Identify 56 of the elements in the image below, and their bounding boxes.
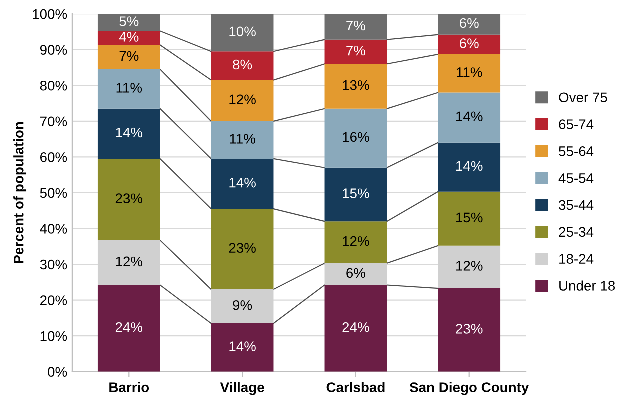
data-label: 6%: [346, 268, 366, 278]
data-label: 9%: [233, 300, 252, 310]
legend-label: 65-74: [559, 120, 594, 130]
data-label: 14%: [116, 128, 143, 138]
data-label: 10%: [230, 26, 256, 37]
data-label: 23%: [456, 324, 483, 334]
data-label: 14%: [456, 161, 483, 172]
data-label: 14%: [456, 112, 483, 122]
data-label: 4%: [119, 32, 139, 42]
data-label: 5%: [120, 16, 139, 26]
data-label: 23%: [116, 194, 143, 204]
legend-label: 25-34: [559, 227, 594, 238]
data-label: 13%: [343, 80, 370, 90]
y-tick-label: 90%: [40, 45, 68, 56]
data-label: 11%: [457, 68, 482, 78]
data-label: 11%: [116, 83, 142, 93]
data-label: 16%: [343, 132, 370, 142]
data-label: 8%: [233, 60, 252, 70]
data-label: 6%: [460, 38, 479, 48]
x-tick-label: Village: [220, 382, 264, 396]
y-tick-label: 10%: [40, 331, 68, 342]
data-label: 12%: [230, 94, 256, 105]
data-label: 14%: [230, 178, 256, 188]
y-tick-label: 70%: [40, 116, 68, 127]
legend-label: 55-64: [559, 146, 594, 156]
y-axis-title: Percent of population: [14, 122, 27, 264]
data-label: 15%: [456, 212, 483, 223]
legend-label: 45-54: [558, 174, 594, 184]
data-label: 7%: [346, 20, 366, 31]
data-label: 15%: [343, 188, 370, 198]
y-tick-label: 0%: [48, 367, 68, 378]
legend-label: Under 18: [560, 280, 616, 291]
data-label: 12%: [456, 261, 483, 271]
data-label: 24%: [116, 322, 143, 332]
legend-label: 35-44: [559, 200, 594, 210]
x-tick-label: San Diego County: [410, 382, 530, 396]
data-label: 6%: [460, 18, 479, 28]
y-tick-label: 80%: [40, 80, 68, 91]
data-label: 12%: [343, 236, 370, 246]
legend-label: 18-24: [560, 254, 594, 264]
data-label: 7%: [120, 51, 139, 62]
y-tick-label: 30%: [40, 260, 68, 270]
data-label: 7%: [346, 46, 366, 56]
y-tick-label: 100%: [33, 9, 68, 20]
data-label: 11%: [230, 134, 256, 144]
x-tick-label: Barrio: [110, 382, 150, 392]
y-tick-label: 40%: [40, 224, 68, 234]
legend-label: Over 75: [559, 92, 608, 103]
y-tick-label: 50%: [40, 188, 68, 198]
y-tick-label: 20%: [40, 296, 68, 306]
x-tick-label: Carlsbad: [326, 382, 385, 392]
data-label: 24%: [342, 322, 370, 332]
data-label: 12%: [116, 256, 143, 267]
data-label: 14%: [230, 342, 256, 352]
y-tick-label: 60%: [40, 152, 68, 162]
data-label: 23%: [229, 243, 256, 254]
